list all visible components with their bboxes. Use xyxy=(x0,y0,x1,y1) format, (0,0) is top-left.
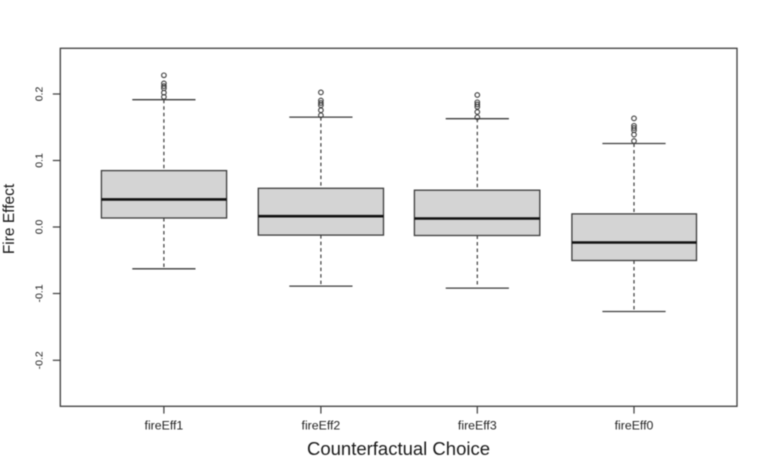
svg-text:0.2: 0.2 xyxy=(34,87,46,102)
svg-text:Counterfactual Choice: Counterfactual Choice xyxy=(307,438,490,459)
svg-text:-0.1: -0.1 xyxy=(34,284,46,302)
svg-text:Fire Effect: Fire Effect xyxy=(1,183,18,254)
svg-text:fireEff0: fireEff0 xyxy=(615,419,654,433)
svg-text:-0.2: -0.2 xyxy=(34,351,46,369)
svg-text:0.1: 0.1 xyxy=(34,153,46,168)
svg-text:fireEff1: fireEff1 xyxy=(145,419,184,433)
svg-text:fireEff3: fireEff3 xyxy=(458,419,497,433)
svg-text:0.0: 0.0 xyxy=(34,220,46,235)
svg-text:fireEff2: fireEff2 xyxy=(302,419,341,433)
